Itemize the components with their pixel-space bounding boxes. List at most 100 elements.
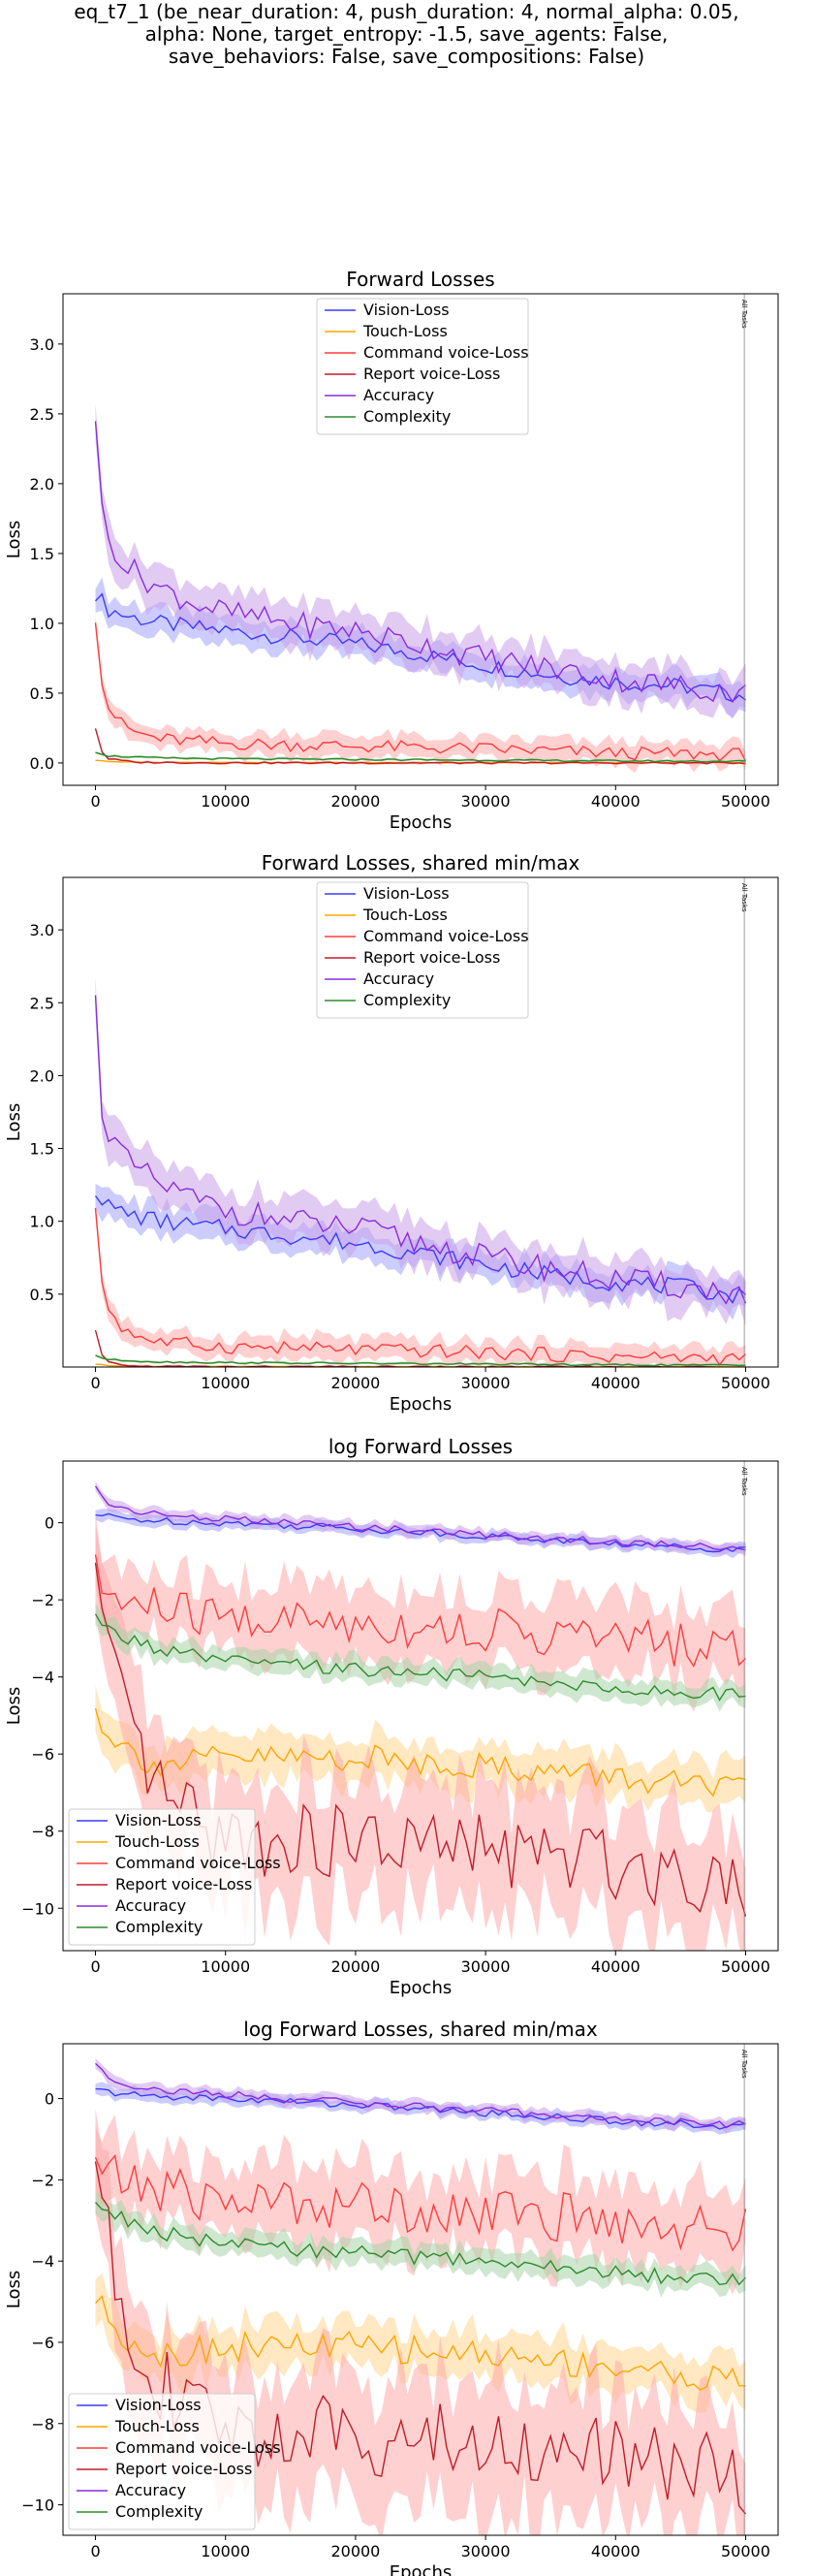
- x-axis-label: Epochs: [390, 1394, 453, 1415]
- y-tick-label: 1.5: [30, 1140, 54, 1159]
- axes-frame: [62, 293, 779, 786]
- chart-title: log Forward Losses: [328, 1435, 513, 1458]
- band-command: [95, 614, 746, 774]
- band-report: [95, 1511, 746, 1951]
- y-tick-label: −2: [31, 1591, 54, 1609]
- y-tick-label: −10: [21, 1899, 54, 1918]
- y-tick-label: −8: [31, 1823, 54, 1841]
- plot-area: [94, 403, 747, 774]
- series-line-accuracy: [94, 421, 746, 704]
- legend-box: [68, 2393, 256, 2530]
- x-tick-label: 0: [90, 1957, 100, 1976]
- series-line-complexity: [95, 751, 746, 763]
- legend: Vision-Loss Touch-Loss Command voice-Loss R…: [316, 881, 529, 1019]
- x-tick-label: 0: [90, 1374, 100, 1392]
- legend-label-accuracy: Accuracy: [115, 1896, 186, 1915]
- x-tick-label: 30000: [461, 792, 511, 811]
- axes-frame: [62, 2043, 779, 2536]
- legend-label-complexity: Complexity: [363, 407, 451, 426]
- x-tick-label: 40000: [591, 2542, 641, 2560]
- y-tick-label: 0.5: [30, 684, 54, 703]
- y-tick-label: 1.5: [30, 545, 54, 563]
- y-tick-label: 3.0: [30, 335, 54, 354]
- series-line-command: [94, 2153, 747, 2252]
- series-line-touch: [94, 1707, 746, 1797]
- chart-title: log Forward Losses, shared min/max: [243, 2018, 598, 2041]
- y-axis-label: Loss: [4, 1103, 24, 1141]
- series-line-complexity: [94, 2202, 747, 2286]
- y-axis-label: Loss: [4, 521, 24, 558]
- figure-title-line-3: save_behaviors: False, save_compositions…: [168, 45, 645, 68]
- y-tick-label: 0: [45, 1514, 54, 1533]
- x-tick-label: 20000: [330, 1957, 380, 1976]
- series-line-report: [94, 2161, 747, 2515]
- x-tick-label: 10000: [201, 1374, 250, 1392]
- series-line-complexity: [95, 1354, 746, 1367]
- legend-label-command: Command voice-Loss: [115, 1854, 281, 1872]
- legend: Vision-Loss Touch-Loss Command voice-Loss R…: [68, 1808, 281, 1946]
- legend-label-vision: Vision-Loss: [115, 1811, 202, 1829]
- legend-label-accuracy: Accuracy: [363, 386, 434, 404]
- chart-panel-4: log Forward Losses, shared min/max All Ta…: [4, 2018, 779, 2576]
- y-tick-label: 1.0: [30, 1213, 54, 1231]
- band-complexity: [95, 1603, 746, 1712]
- legend-label-report: Report voice-Loss: [363, 948, 500, 967]
- legend-label-complexity: Complexity: [115, 1918, 203, 1936]
- y-tick-label: 0: [45, 2090, 54, 2109]
- x-tick-label: 10000: [201, 792, 250, 811]
- task-boundary-label: All Tasks: [740, 1467, 748, 1496]
- band-command: [95, 2115, 746, 2295]
- y-tick-label: −8: [31, 2415, 54, 2433]
- legend-box: [68, 1808, 256, 1946]
- x-axis-label: Epochs: [390, 812, 453, 833]
- chart-panel-1: Forward Losses All Tasks 0 10000 20000 30000 4…: [4, 268, 779, 833]
- legend-label-command: Command voice-Loss: [363, 927, 529, 945]
- band-accuracy: [95, 403, 746, 719]
- series-line-accuracy: [94, 1485, 746, 1551]
- series-line-command: [94, 1554, 746, 1669]
- x-tick-label: 40000: [591, 792, 641, 811]
- series-line-command: [94, 622, 747, 762]
- legend-label-command: Command voice-Loss: [363, 343, 529, 362]
- band-report: [95, 2108, 746, 2535]
- series-line-vision: [95, 1512, 746, 1553]
- legend-label-report: Report voice-Loss: [363, 365, 500, 383]
- task-boundary-label: All Tasks: [740, 300, 748, 329]
- legend-label-touch: Touch-Loss: [114, 2417, 200, 2435]
- legend-label-complexity: Complexity: [115, 2502, 203, 2521]
- legend: Vision-Loss Touch-Loss Command voice-Loss R…: [68, 2393, 281, 2530]
- chart-panel-3: log Forward Losses All Tasks 0 10000 20000 30…: [4, 1435, 779, 1998]
- band-accuracy: [95, 1480, 746, 1556]
- x-tick-label: 20000: [330, 1374, 380, 1392]
- y-tick-label: 2.5: [30, 994, 54, 1012]
- series-line-vision: [95, 2087, 746, 2130]
- x-axis-label: Epochs: [390, 2562, 453, 2576]
- y-axis-label: Loss: [4, 2271, 24, 2308]
- figure-title-line-1: eq_t7_1 (be_near_duration: 4, push_durat…: [74, 0, 739, 23]
- y-tick-label: 0.5: [30, 1286, 54, 1304]
- series-line-vision: [94, 1195, 746, 1304]
- series-line-report: [94, 1329, 739, 1367]
- x-tick-label: 40000: [591, 1374, 641, 1392]
- series-line-vision: [94, 592, 746, 703]
- y-tick-label: 0.0: [30, 754, 54, 773]
- y-tick-label: −4: [31, 1669, 54, 1687]
- task-boundary-label: All Tasks: [740, 883, 748, 912]
- y-tick-label: −6: [31, 2334, 54, 2352]
- legend-label-vision: Vision-Loss: [115, 2396, 202, 2414]
- y-tick-label: −4: [31, 2252, 54, 2271]
- legend-label-touch: Touch-Loss: [114, 1832, 200, 1851]
- band-command: [95, 1198, 746, 1367]
- x-tick-label: 30000: [461, 1374, 511, 1392]
- legend-label-touch: Touch-Loss: [362, 322, 448, 340]
- axes-frame: [62, 876, 779, 1368]
- y-tick-label: 2.0: [30, 1066, 54, 1085]
- legend-label-vision: Vision-Loss: [363, 301, 450, 319]
- chart-title: Forward Losses: [346, 268, 494, 291]
- legend: Vision-Loss Touch-Loss Command voice-Loss R…: [316, 298, 529, 435]
- y-tick-label: 1.0: [30, 615, 54, 633]
- chart-panel-2: Forward Losses, shared min/max All Tasks 0…: [4, 851, 779, 1415]
- legend-label-report: Report voice-Loss: [115, 2460, 252, 2478]
- x-tick-label: 10000: [201, 1957, 250, 1976]
- series-line-accuracy: [94, 995, 747, 1305]
